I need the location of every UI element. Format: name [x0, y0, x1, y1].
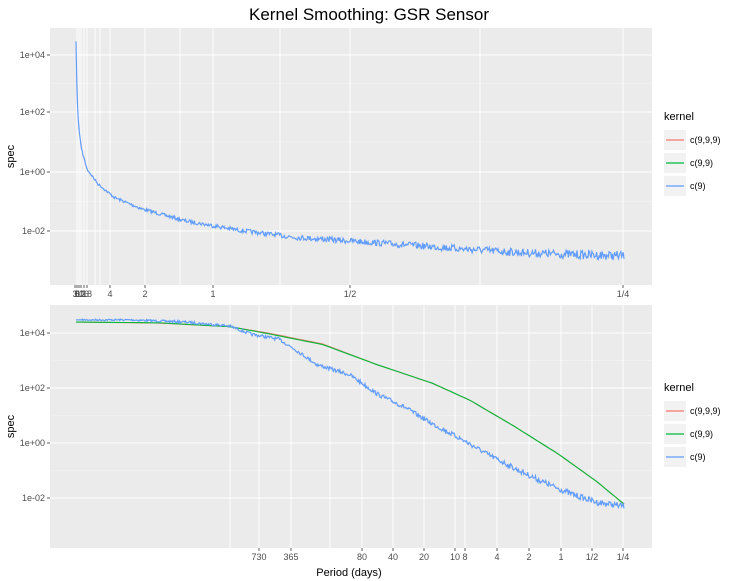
series-line: [76, 318, 625, 510]
top-legend: kernel c(9,9,9) c(9,9) c(9): [664, 111, 721, 196]
bottom-y-ticks: 1e+04 1e+02 1e+00 1e-02: [20, 328, 50, 503]
x-tick-label: 40: [388, 552, 398, 562]
x-tick-label: 20: [419, 552, 429, 562]
legend-entry-label: c(9,9,9): [690, 135, 721, 145]
x-tick-label: 365: [283, 552, 298, 562]
x-tick-label: 730: [251, 552, 266, 562]
y-tick-label: 1e+02: [20, 107, 45, 117]
y-tick-label: 1e-02: [22, 226, 45, 236]
x-tick-label: 80: [357, 552, 367, 562]
x-tick-label: 10: [74, 289, 84, 299]
bottom-y-axis-title: spec: [5, 414, 17, 438]
x-tick-label: 4: [107, 289, 112, 299]
y-tick-label: 1e+04: [20, 328, 45, 338]
x-tick-label: 1: [558, 552, 563, 562]
y-tick-label: 1e+04: [20, 50, 45, 60]
x-tick-label: 8: [462, 552, 467, 562]
x-tick-label: 6: [74, 289, 79, 299]
y-tick-label: 1e+02: [20, 383, 45, 393]
series-line: [75, 41, 625, 261]
y-tick-label: 1e+00: [20, 167, 45, 177]
x-tick-label: 2: [526, 552, 531, 562]
top-gridlines: [50, 28, 652, 285]
x-tick-label: 1/2: [586, 552, 599, 562]
top-y-ticks: 1e+04 1e+02 1e+00 1e-02: [20, 50, 50, 236]
bottom-series: [76, 318, 625, 510]
top-plot-background: [50, 28, 652, 285]
series-line: [76, 321, 625, 505]
y-tick-label: 1e+00: [20, 438, 45, 448]
bottom-panel: 1e+04 1e+02 1e+00 1e-02 730 365 80 40 20 10 8 4 2 1 1…: [5, 305, 721, 579]
top-series: [75, 41, 625, 261]
legend-entry-label: c(9,9): [690, 429, 713, 439]
legend-entry-label: c(9): [690, 181, 706, 191]
legend-title: kernel: [664, 382, 694, 394]
legend-title: kernel: [664, 111, 694, 123]
legend-entry-label: c(9,9): [690, 158, 713, 168]
x-tick-label: 10: [450, 552, 460, 562]
top-y-axis-title: spec: [5, 144, 17, 168]
bottom-legend: kernel c(9,9,9) c(9,9) c(9): [664, 382, 721, 467]
legend-entry-label: c(9,9,9): [690, 406, 721, 416]
y-tick-label: 1e-02: [22, 493, 45, 503]
x-tick-label: 16: [79, 289, 89, 299]
x-tick-label: 3: [72, 289, 77, 299]
legend-entry-label: c(9): [690, 452, 706, 462]
x-tick-label: 4: [494, 552, 499, 562]
x-tick-label: 2: [142, 289, 147, 299]
x-tick-label: 1: [210, 289, 215, 299]
x-tick-label: 1/4: [617, 552, 630, 562]
bottom-gridlines: [50, 305, 652, 548]
x-tick-label: 18: [82, 289, 92, 299]
bottom-plot-background: [50, 305, 652, 548]
x-tick-label: 12: [76, 289, 86, 299]
x-tick-label: 1/2: [344, 289, 357, 299]
x-tick-label: 1/4: [617, 289, 630, 299]
bottom-x-ticks: 730 365 80 40 20 10 8 4 2 1 1/2 1/4: [251, 548, 629, 562]
bottom-x-axis-title: Period (days): [316, 567, 381, 579]
chart-title: Kernel Smoothing: GSR Sensor: [249, 5, 489, 24]
